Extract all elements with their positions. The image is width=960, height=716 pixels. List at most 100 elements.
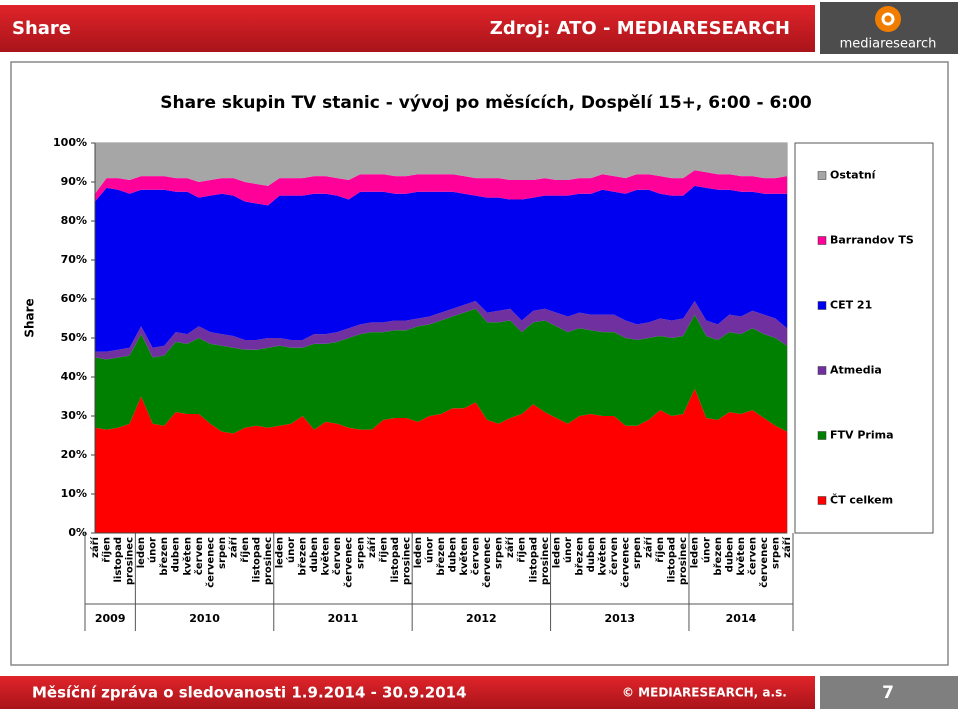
legend-box bbox=[794, 142, 934, 534]
page-number: 7 bbox=[882, 683, 894, 703]
x-tick-label: listopad bbox=[528, 537, 539, 583]
x-tick-label: červenec bbox=[758, 537, 770, 588]
legend-swatch bbox=[817, 366, 827, 375]
x-tick-label: únor bbox=[700, 537, 712, 563]
x-tick-label: červen bbox=[193, 537, 205, 575]
logo-icon-ring bbox=[881, 12, 895, 26]
legend-label: CET 21 bbox=[830, 299, 872, 312]
x-tick-label: leden bbox=[413, 537, 424, 568]
group-label: 2012 bbox=[466, 612, 497, 625]
area bbox=[95, 308, 787, 434]
x-tick-label: červenec bbox=[481, 537, 493, 588]
legend-label: ČT celkem bbox=[830, 494, 893, 507]
y-tick-label: 50% bbox=[61, 331, 87, 344]
x-tick-label: říjen bbox=[377, 537, 389, 563]
x-tick-label: srpen bbox=[770, 537, 781, 569]
x-tick-label: červenec bbox=[204, 537, 216, 588]
x-tick-label: září bbox=[781, 536, 793, 558]
area bbox=[95, 170, 787, 206]
group-label: 2011 bbox=[328, 612, 359, 625]
x-tick-label: únor bbox=[423, 537, 435, 563]
y-tick-label: 20% bbox=[61, 448, 87, 461]
x-tick-label: prosinec bbox=[263, 537, 274, 585]
x-tick-label: březen bbox=[573, 537, 585, 576]
x-tick-label: duben bbox=[586, 537, 597, 572]
x-tick-label: červen bbox=[608, 537, 620, 575]
x-tick-label: prosinec bbox=[125, 537, 136, 585]
x-tick-label: listopad bbox=[667, 537, 678, 583]
y-axis-title: Share bbox=[23, 298, 37, 337]
x-tick-label: červenec bbox=[343, 537, 355, 588]
y-tick-label: 10% bbox=[61, 487, 87, 500]
y-tick-label: 0% bbox=[68, 526, 87, 539]
logo-text: mediaresearch bbox=[840, 37, 937, 52]
x-tick-label: prosinec bbox=[540, 537, 551, 585]
x-tick-label: září bbox=[643, 536, 655, 558]
x-tick-label: září bbox=[89, 536, 101, 558]
legend-label: Atmedia bbox=[830, 364, 882, 377]
chart-title: Share skupin TV stanic - vývoj po měsící… bbox=[160, 93, 812, 113]
x-tick-label: červenec bbox=[620, 537, 632, 588]
legend-label: FTV Prima bbox=[830, 429, 894, 442]
x-tick-label: listopad bbox=[113, 537, 124, 583]
area bbox=[95, 143, 787, 194]
x-tick-label: únor bbox=[147, 537, 159, 563]
legend-swatch bbox=[817, 171, 827, 180]
x-tick-label: květen bbox=[320, 537, 332, 576]
y-tick-label: 30% bbox=[61, 409, 87, 422]
x-tick-label: červen bbox=[331, 537, 343, 575]
group-label: 2013 bbox=[604, 612, 635, 625]
header-bar bbox=[0, 5, 815, 52]
x-tick-label: říjen bbox=[239, 537, 251, 563]
header-right: Zdroj: ATO - MEDIARESEARCH bbox=[490, 18, 790, 39]
x-tick-label: březen bbox=[158, 537, 170, 576]
page-box bbox=[820, 676, 958, 709]
x-tick-label: prosinec bbox=[678, 537, 689, 585]
x-tick-label: říjen bbox=[101, 537, 113, 563]
x-tick-label: leden bbox=[551, 537, 562, 568]
footer-left: Měsíční zpráva o sledovanosti 1.9.2014 -… bbox=[32, 684, 467, 702]
x-tick-label: září bbox=[366, 536, 378, 558]
legend-swatch bbox=[817, 301, 827, 310]
x-tick-label: září bbox=[504, 536, 516, 558]
group-label: 2010 bbox=[189, 612, 220, 625]
x-tick-label: duben bbox=[309, 537, 320, 572]
header-left: Share bbox=[12, 18, 71, 39]
footer-bar bbox=[0, 676, 815, 709]
legend-label: Ostatní bbox=[830, 169, 877, 182]
footer-right: © MEDIARESEARCH, a.s. bbox=[622, 686, 787, 700]
x-tick-label: květen bbox=[458, 537, 470, 576]
x-tick-label: říjen bbox=[654, 537, 666, 563]
area bbox=[95, 185, 787, 352]
area bbox=[95, 388, 787, 533]
legend-label: Barrandov TS bbox=[830, 234, 914, 247]
x-tick-label: květen bbox=[181, 537, 193, 576]
group-label: 2009 bbox=[95, 612, 126, 625]
x-tick-label: červen bbox=[746, 537, 758, 575]
x-tick-label: leden bbox=[690, 537, 701, 568]
legend-swatch bbox=[817, 236, 827, 245]
x-tick-label: duben bbox=[448, 537, 459, 572]
x-tick-label: duben bbox=[724, 537, 735, 572]
x-tick-label: květen bbox=[596, 537, 608, 576]
y-tick-label: 70% bbox=[61, 253, 87, 266]
y-tick-label: 90% bbox=[61, 175, 87, 188]
x-tick-label: srpen bbox=[632, 537, 643, 569]
area bbox=[95, 300, 787, 360]
y-tick-label: 80% bbox=[61, 214, 87, 227]
x-tick-label: listopad bbox=[251, 537, 262, 583]
x-tick-label: březen bbox=[435, 537, 447, 576]
x-tick-label: březen bbox=[712, 537, 724, 576]
y-tick-label: 60% bbox=[61, 292, 87, 305]
x-tick-label: září bbox=[227, 536, 239, 558]
x-tick-label: leden bbox=[136, 537, 147, 568]
x-tick-label: červen bbox=[470, 537, 482, 575]
group-label: 2014 bbox=[726, 612, 757, 625]
x-tick-label: srpen bbox=[355, 537, 366, 569]
x-tick-label: listopad bbox=[390, 537, 401, 583]
x-tick-label: říjen bbox=[516, 537, 528, 563]
legend-swatch bbox=[817, 431, 827, 440]
x-tick-label: únor bbox=[285, 537, 297, 563]
y-tick-label: 100% bbox=[53, 136, 87, 149]
